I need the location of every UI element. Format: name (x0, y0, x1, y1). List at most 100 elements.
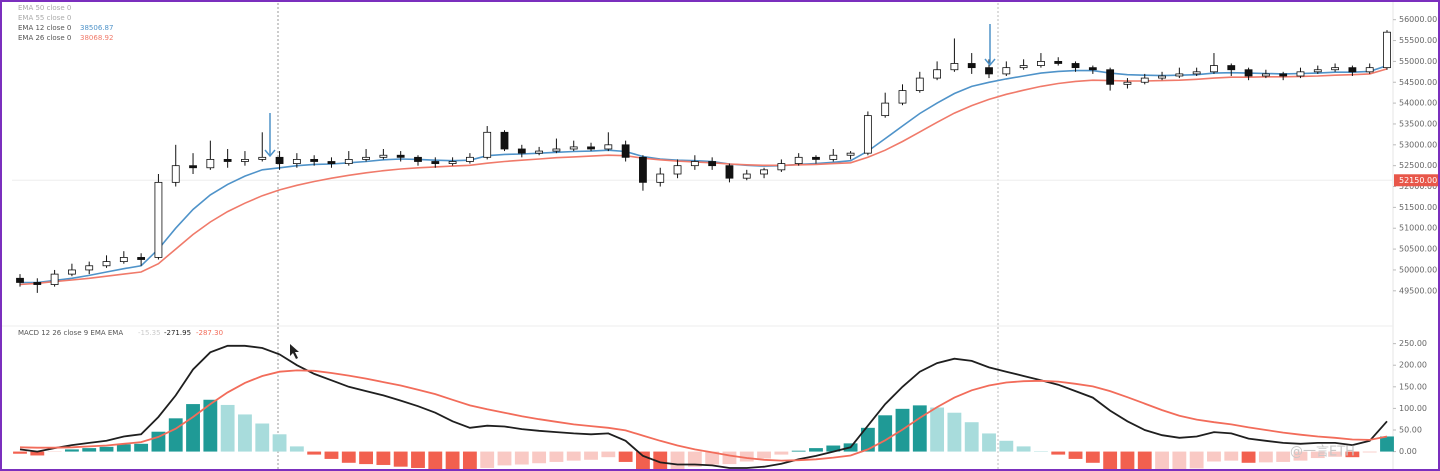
candle-body (863, 115, 872, 154)
histogram-bar (480, 451, 495, 468)
histogram-bar (791, 450, 806, 452)
candle-body (1365, 67, 1374, 73)
candle-body (189, 165, 197, 169)
mouse-cursor (290, 344, 299, 359)
candle-body (587, 146, 595, 150)
histogram-bar (636, 451, 650, 471)
candle-body (448, 161, 457, 164)
candle-body (621, 144, 630, 158)
histogram-bar (255, 423, 270, 452)
histogram-bar (826, 445, 841, 452)
candle-body (846, 152, 855, 156)
candle-body (137, 257, 146, 260)
candle-body (1313, 69, 1322, 73)
y-tick-label: 100.00 (1399, 404, 1427, 413)
histogram-bar (13, 451, 27, 454)
histogram-bar (1016, 446, 1031, 452)
histogram-bar (272, 434, 287, 452)
histogram-bar (1224, 451, 1239, 461)
legend-value: 38506.87 (80, 24, 113, 32)
candle-body (1037, 60, 1045, 66)
candle-body (206, 159, 215, 169)
histogram-bar (168, 418, 183, 452)
histogram-bar (238, 414, 252, 452)
candle-body (414, 156, 422, 162)
histogram-bar (445, 451, 460, 471)
candle-body (362, 156, 370, 160)
candle-body (171, 165, 180, 183)
y-tick-label: 51500.00 (1399, 203, 1437, 212)
candle-body (33, 282, 42, 285)
histogram-bar (1103, 451, 1118, 471)
y-tick-label: 53000.00 (1399, 140, 1437, 149)
candle-body (1210, 65, 1218, 73)
ema-line (20, 64, 1388, 284)
candle-body (933, 69, 942, 79)
candle-body (1088, 67, 1097, 71)
y-tick-label: 50500.00 (1399, 245, 1437, 254)
histogram-bar (739, 451, 754, 462)
candle-body (656, 173, 665, 183)
histogram-bar (376, 451, 391, 465)
candle-body (1227, 65, 1236, 71)
y-tick-label: 55500.00 (1399, 36, 1437, 45)
candle-body (344, 159, 353, 164)
histogram-bar (1051, 451, 1066, 455)
candle-body (690, 161, 699, 167)
histogram-bar (1172, 451, 1187, 471)
candle-body (275, 156, 284, 164)
histogram-bar (428, 451, 443, 471)
histogram-bar (549, 451, 564, 462)
y-tick-label: 54500.00 (1399, 78, 1437, 87)
candle-body (50, 273, 59, 285)
histogram-bar (1362, 451, 1377, 453)
candle-body (1279, 73, 1288, 77)
candle-body (431, 161, 440, 164)
histogram-bar (289, 446, 304, 452)
histogram-bar (1380, 436, 1394, 452)
macd-line (19, 344, 1388, 469)
histogram-bar (584, 451, 598, 460)
histogram-bar (705, 451, 720, 465)
histogram-bar (687, 451, 702, 467)
histogram-bar (462, 451, 477, 471)
y-tick-label: 54000.00 (1399, 99, 1437, 108)
histogram-bar (670, 451, 685, 471)
histogram-bar (30, 451, 45, 456)
histogram-bar (912, 405, 927, 452)
crosshair-price-box (1394, 174, 1438, 187)
histogram-bar (151, 431, 166, 452)
histogram-bar (618, 451, 633, 462)
histogram-bar (878, 415, 893, 452)
macd-line (19, 369, 1388, 462)
histogram-bar (930, 407, 945, 452)
histogram-bar (964, 422, 979, 452)
candle-body (639, 156, 647, 183)
candle-body (241, 159, 249, 162)
histogram-bar (116, 444, 131, 452)
y-tick-label: 50.00 (1399, 425, 1422, 434)
histogram-bar (982, 433, 996, 452)
candle-body (1383, 31, 1391, 69)
histogram-bar (1189, 451, 1204, 469)
candle-body (310, 159, 319, 162)
candle-body (1054, 60, 1063, 64)
candle-body (604, 144, 613, 150)
candle-body (1244, 69, 1253, 77)
histogram-bar (809, 448, 823, 452)
y-tick-label: 250.00 (1399, 339, 1427, 348)
histogram-bar (757, 451, 771, 459)
watermark: @一言ETH (1290, 445, 1355, 460)
histogram-bar (186, 404, 200, 452)
candle-body (223, 159, 232, 162)
histogram-bar (722, 451, 737, 465)
histogram-bar (99, 446, 114, 452)
candle-body (1348, 67, 1357, 73)
histogram-bar (307, 451, 322, 455)
legend-value: -15.35 (138, 329, 161, 337)
candle-body (898, 90, 907, 104)
candle-body (1071, 63, 1080, 69)
candle-body (569, 146, 578, 150)
ema-line (19, 68, 1388, 286)
legend-value: 38068.92 (80, 34, 113, 42)
